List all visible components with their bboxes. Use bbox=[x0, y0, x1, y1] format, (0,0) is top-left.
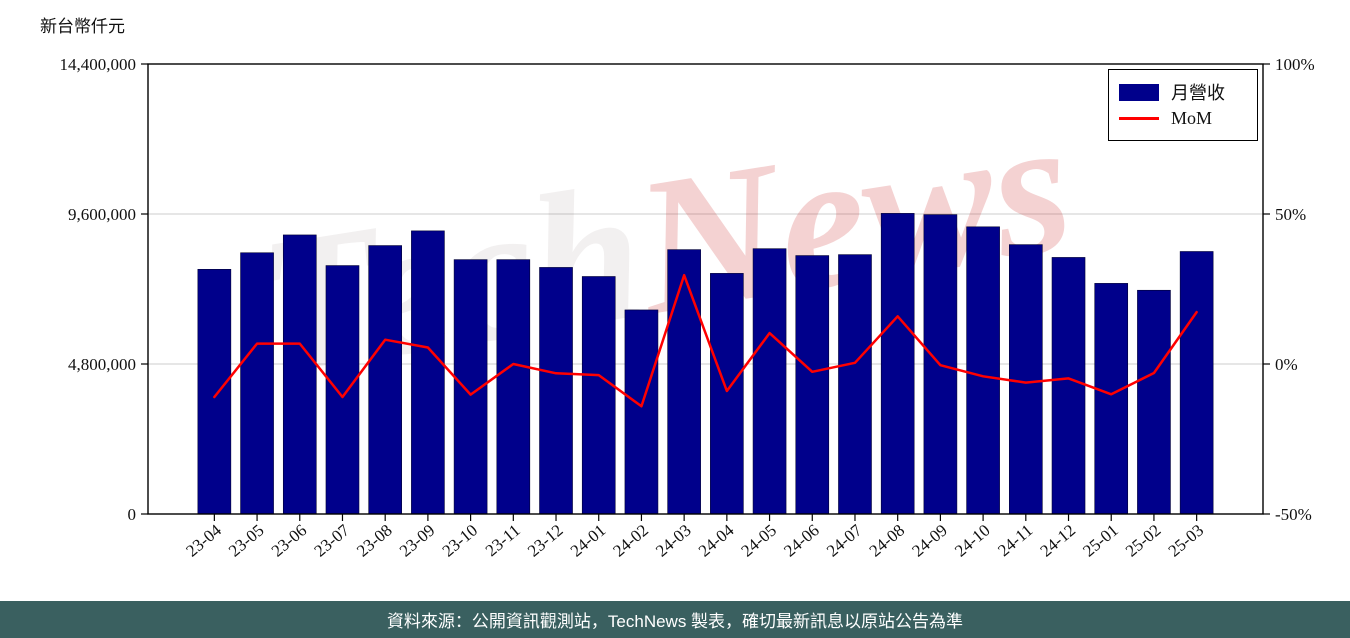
right-axis-tick-label: 50% bbox=[1275, 205, 1306, 224]
revenue-bar bbox=[966, 226, 1000, 515]
x-axis-tick-label: 24-11 bbox=[994, 521, 1036, 561]
x-axis-tick-label: 24-02 bbox=[609, 521, 652, 561]
revenue-bars bbox=[197, 213, 1214, 515]
x-axis-tick-label: 23-06 bbox=[268, 521, 311, 561]
revenue-bar bbox=[539, 267, 573, 515]
mom-line bbox=[213, 273, 1198, 408]
x-axis-tick-label: 24-03 bbox=[652, 521, 695, 561]
revenue-bar bbox=[795, 255, 830, 515]
revenue-bar bbox=[368, 245, 402, 515]
x-axis-tick-label: 23-12 bbox=[524, 521, 567, 561]
x-axis-tick-label: 25-02 bbox=[1122, 521, 1165, 561]
revenue-bar bbox=[880, 213, 915, 515]
y-axis-title: 新台幣仟元 bbox=[40, 17, 125, 36]
revenue-bar bbox=[240, 252, 274, 515]
x-axis-tick-label: 23-09 bbox=[396, 521, 439, 561]
right-axis-tick-label: 100% bbox=[1275, 55, 1315, 74]
mom-line-swatch bbox=[1119, 116, 1159, 120]
legend-label-mom: MoM bbox=[1171, 107, 1213, 128]
revenue-bar bbox=[1094, 283, 1129, 515]
x-axis-tick-label: 24-10 bbox=[951, 521, 994, 561]
revenue-bar bbox=[838, 254, 872, 515]
x-axis-tick-label: 23-07 bbox=[310, 520, 353, 560]
revenue-bar bbox=[325, 265, 360, 515]
revenue-bar bbox=[752, 248, 787, 515]
chart-legend: 月營收 MoM bbox=[1108, 69, 1258, 141]
revenue-bar bbox=[197, 269, 232, 515]
revenue-bar bbox=[581, 276, 616, 515]
revenue-mom-chart: TechNews04,800,0009,600,00014,400,000-50… bbox=[60, 55, 1315, 561]
legend-label-revenue: 月營收 bbox=[1171, 83, 1225, 103]
x-axis-tick-label: 24-06 bbox=[780, 521, 823, 561]
revenue-bar bbox=[710, 273, 744, 515]
x-axis-tick-label: 24-01 bbox=[567, 521, 610, 561]
revenue-bar bbox=[1179, 251, 1214, 515]
right-axis-tick-label: 0% bbox=[1275, 355, 1298, 374]
x-axis-tick-label: 24-05 bbox=[738, 521, 781, 561]
legend-item-revenue: 月營收 bbox=[1119, 79, 1247, 105]
revenue-bar bbox=[282, 234, 317, 515]
x-axis-tick-label: 23-11 bbox=[482, 521, 524, 561]
left-axis-tick-label: 0 bbox=[128, 505, 137, 524]
left-axis-tick-label: 4,800,000 bbox=[68, 355, 136, 374]
x-axis-tick-label: 23-04 bbox=[182, 520, 225, 560]
x-axis-tick-label: 23-10 bbox=[439, 521, 482, 561]
x-axis-tick-label: 24-08 bbox=[866, 521, 909, 561]
source-footer: 資料來源：公開資訊觀測站，TechNews 製表，確切最新訊息以原站公告為準 bbox=[0, 601, 1350, 638]
x-axis-tick-label: 24-09 bbox=[908, 521, 951, 561]
legend-item-mom: MoM bbox=[1119, 105, 1247, 131]
revenue-bar bbox=[1137, 289, 1171, 515]
revenue-bar bbox=[1051, 257, 1086, 515]
left-axis-tick-label: 14,400,000 bbox=[60, 55, 137, 74]
x-axis-tick-label: 23-08 bbox=[353, 521, 396, 561]
left-axis-tick-label: 9,600,000 bbox=[68, 205, 136, 224]
x-axis-tick-label: 23-05 bbox=[225, 521, 268, 561]
right-axis-tick-label: -50% bbox=[1275, 505, 1312, 524]
x-axis-tick-label: 24-12 bbox=[1036, 521, 1079, 561]
x-axis-tick-label: 25-01 bbox=[1079, 521, 1122, 561]
revenue-bar bbox=[411, 230, 445, 515]
revenue-bar bbox=[1009, 244, 1043, 515]
x-axis-tick-label: 24-04 bbox=[695, 520, 738, 560]
revenue-bar-swatch bbox=[1119, 83, 1159, 101]
revenue-bar bbox=[624, 309, 659, 515]
x-axis-tick-label: 25-03 bbox=[1165, 521, 1208, 561]
revenue-bar bbox=[667, 249, 701, 515]
revenue-bar bbox=[496, 259, 531, 515]
x-axis-tick-label: 24-07 bbox=[823, 520, 866, 560]
